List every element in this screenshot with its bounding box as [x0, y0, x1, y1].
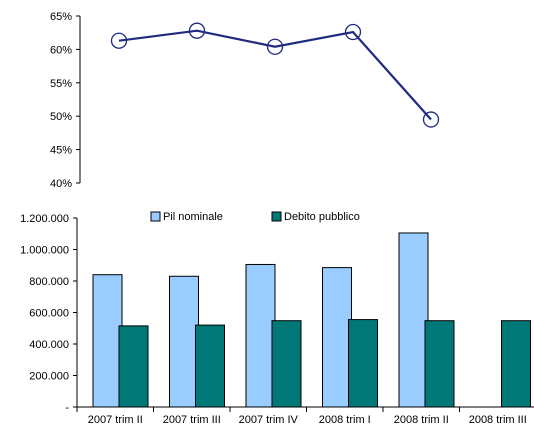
bar-x-tick-label: 2007 trim II	[88, 414, 143, 426]
bar-debito-pubblico	[271, 320, 302, 408]
bar-y-tick-label: 400.000	[29, 339, 69, 351]
line-point-marker	[344, 23, 362, 41]
line-y-tick-label: 60%	[50, 44, 72, 56]
line-y-tick-label: 65%	[50, 11, 72, 23]
line-y-tick-label: 55%	[50, 78, 72, 90]
bar-pil-nominale	[92, 274, 123, 408]
bar-y-tick-label: 1.000.000	[20, 245, 69, 257]
bar-y-tick-label: 1.200.000	[20, 213, 69, 225]
bar-y-tick-label: -	[65, 402, 69, 414]
line-y-tick-label: 45%	[50, 145, 72, 157]
legend-swatch	[150, 211, 161, 222]
bar-debito-pubblico	[501, 320, 531, 408]
bar-x-tick-label: 2007 trim III	[163, 414, 221, 426]
legend-swatch	[271, 211, 282, 222]
bar-debito-pubblico	[348, 319, 378, 408]
bar-debito-pubblico	[195, 324, 225, 408]
line-y-tick-label: 40%	[50, 178, 72, 190]
bar-debito-pubblico	[424, 320, 455, 408]
bar-pil-nominale	[245, 263, 276, 408]
legend-label: Pil nominale	[163, 211, 223, 223]
bar-y-tick-label: 200.000	[29, 371, 69, 383]
bar-pil-nominale	[169, 275, 199, 408]
line-point-marker	[110, 32, 128, 49]
line-y-tick-label: 50%	[50, 111, 72, 123]
line-point-marker	[266, 38, 284, 55]
bar-y-tick-label: 600.000	[29, 308, 69, 320]
bar-debito-pubblico	[118, 325, 149, 408]
bar-pil-nominale	[398, 232, 429, 408]
legend-label: Debito pubblico	[284, 211, 360, 223]
bar-pil-nominale	[322, 267, 352, 408]
bar-y-tick-label: 800.000	[29, 276, 69, 288]
bar-x-tick-label: 2008 trim III	[469, 414, 527, 426]
line-series-path	[118, 29, 432, 121]
line-point-marker	[188, 22, 206, 39]
bar-x-tick-label: 2008 trim I	[319, 414, 371, 426]
bar-x-tick-label: 2008 trim II	[394, 414, 449, 426]
line-point-marker	[422, 111, 440, 128]
bar-x-tick-label: 2007 trim IV	[239, 414, 299, 426]
